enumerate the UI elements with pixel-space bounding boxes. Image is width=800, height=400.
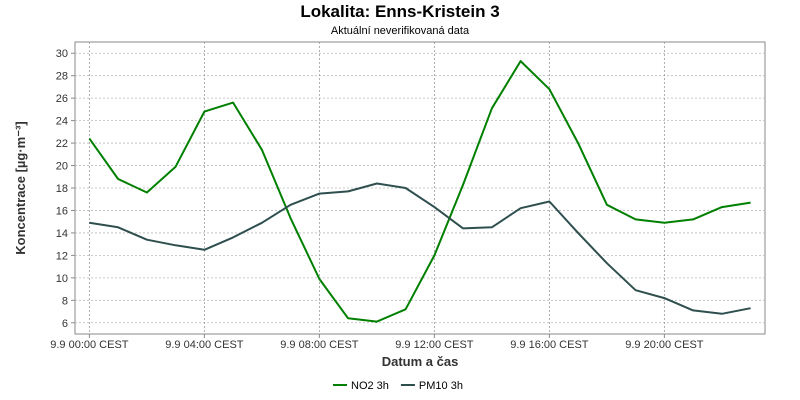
x-tick-label: 9.9 00:00 CEST <box>50 339 129 351</box>
y-axis-title: Koncentrace [µg·m⁻³] <box>13 121 28 255</box>
chart-subtitle: Aktuální neverifikovaná data <box>330 25 470 37</box>
y-tick-label: 30 <box>56 48 68 60</box>
x-tick-label: 9.9 04:00 CEST <box>165 339 244 351</box>
x-tick-label: 9.9 16:00 CEST <box>510 339 589 351</box>
x-tick-label: 9.9 20:00 CEST <box>625 339 704 351</box>
y-tick-label: 16 <box>56 205 68 217</box>
y-tick-label: 10 <box>56 273 68 285</box>
x-axis-title: Datum a čas <box>382 354 459 369</box>
series-line-pm10-3h <box>89 182 751 315</box>
series-line-no2-3h <box>88 60 751 323</box>
series-lines <box>88 60 751 323</box>
x-tick-label: 9.9 08:00 CEST <box>280 339 359 351</box>
y-axis-ticks: 6 8 10 12 14 16 18 20 22 24 26 28 30 <box>56 48 75 330</box>
legend-label: NO2 3h <box>351 380 389 392</box>
y-tick-label: 26 <box>56 93 68 105</box>
chart-title: Lokalita: Enns-Kristein 3 <box>300 2 500 21</box>
y-tick-label: 22 <box>56 138 68 150</box>
legend: NO2 3h PM10 3h <box>333 380 463 392</box>
y-tick-label: 14 <box>56 228 68 240</box>
x-axis-ticks: 9.9 00:00 CEST 9.9 04:00 CEST 9.9 08:00 CE… <box>50 334 704 351</box>
y-tick-label: 20 <box>56 161 68 173</box>
y-tick-label: 12 <box>56 250 68 262</box>
y-tick-label: 6 <box>62 318 68 330</box>
y-tick-label: 8 <box>62 295 68 307</box>
x-tick-label: 9.9 12:00 CEST <box>395 339 474 351</box>
legend-label: PM10 3h <box>419 380 463 392</box>
y-tick-label: 24 <box>56 116 68 128</box>
grid-lines <box>75 42 765 334</box>
y-tick-label: 28 <box>56 71 68 83</box>
y-tick-label: 18 <box>56 183 68 195</box>
